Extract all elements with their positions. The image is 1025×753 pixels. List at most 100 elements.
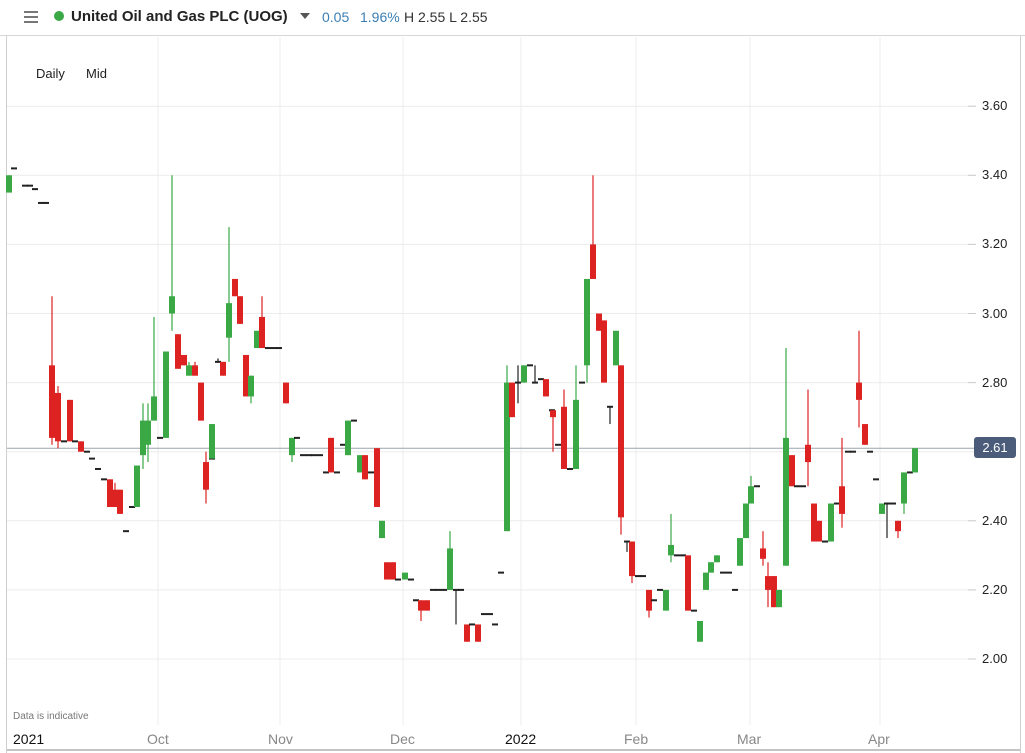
candle-body [248, 375, 254, 397]
candle-doji [481, 613, 487, 616]
candle-body [743, 503, 749, 539]
candle-doji [317, 454, 323, 457]
candle-doji [492, 623, 498, 626]
candle-doji [873, 478, 879, 481]
candle-doji [22, 184, 28, 187]
candle-doji [265, 347, 271, 350]
candle-doji [657, 588, 663, 591]
candle-doji [408, 578, 414, 581]
candle-doji [458, 588, 464, 591]
candle-body [475, 624, 481, 642]
candle-doji [726, 571, 732, 574]
candle-body [357, 455, 363, 473]
candle-body [839, 486, 845, 514]
candle-body [901, 472, 907, 504]
candle-doji [368, 471, 374, 474]
candle-doji [890, 502, 896, 505]
candle-body [737, 538, 743, 566]
candle-body [561, 406, 567, 469]
candle-doji [413, 599, 419, 602]
candle-doji [822, 540, 828, 543]
candle-body [646, 589, 652, 611]
instrument-dropdown-caret-icon[interactable] [300, 13, 310, 19]
candle-body [181, 354, 187, 366]
candle-body [226, 303, 232, 338]
x-axis-tick-label: Oct [147, 731, 169, 747]
candle-doji [311, 454, 317, 457]
interval-selector[interactable]: Daily [36, 66, 65, 81]
candle-doji [532, 381, 538, 384]
y-axis-tick-label: 2.00 [982, 651, 1008, 666]
candle-body [254, 330, 260, 349]
candle-doji [351, 419, 357, 422]
candle-doji [215, 360, 221, 363]
candle-doji [129, 505, 135, 508]
candle-doji [720, 571, 726, 574]
x-axis-tick-label: Dec [390, 731, 415, 747]
candle-body [601, 320, 607, 383]
candle-body [748, 486, 754, 504]
candle-body [186, 365, 192, 376]
chart-area[interactable] [6, 36, 1021, 753]
candle-doji [754, 485, 760, 488]
candle-body [590, 244, 596, 279]
candle-body [618, 365, 624, 518]
candle-doji [441, 588, 447, 591]
candle-doji [732, 588, 738, 591]
candle-doji [101, 478, 107, 481]
candle-body [543, 379, 549, 397]
candle-body [912, 448, 918, 473]
candle-doji [43, 201, 49, 204]
candle-body [259, 316, 265, 349]
candle-body [374, 448, 380, 507]
hamburger-menu-icon[interactable] [24, 11, 38, 23]
candle-body [521, 365, 527, 383]
candle-body [424, 600, 430, 611]
candle-body [862, 424, 868, 445]
price-type-selector[interactable]: Mid [86, 66, 107, 81]
candle-body [447, 548, 453, 590]
candle-doji [27, 184, 33, 187]
candle-body [117, 489, 123, 514]
market-status-dot-icon [54, 11, 64, 21]
candle-body [169, 296, 175, 314]
candle-body [237, 296, 243, 324]
candle-doji [334, 471, 340, 474]
candle-doji [884, 502, 890, 505]
candle-body [112, 489, 118, 507]
candle-doji [395, 578, 401, 581]
candle-doji [72, 440, 78, 443]
candle-body [504, 382, 510, 532]
candle-doji [527, 364, 533, 367]
candle-doji [567, 467, 573, 470]
y-axis-tick-label: 2.20 [982, 581, 1008, 597]
candle-doji [651, 599, 657, 602]
price-change: 0.05 [322, 9, 350, 25]
candle-doji [800, 485, 806, 488]
candle-doji [123, 530, 129, 533]
candle-body [49, 365, 55, 438]
data-indicative-note: Data is indicative [13, 711, 89, 722]
candle-doji [38, 201, 44, 204]
candle-body [220, 361, 226, 376]
candle-doji [674, 554, 680, 557]
y-axis-tick-label: 2.40 [982, 512, 1008, 528]
candle-body [151, 396, 157, 421]
candle-body [107, 479, 113, 507]
candle-body [192, 365, 198, 376]
candle-body [328, 437, 334, 473]
candle-doji [834, 502, 840, 505]
candle-body [584, 278, 590, 366]
candle-body [134, 465, 140, 507]
candle-body [418, 600, 424, 611]
x-axis-tick-label: 2021 [13, 731, 45, 747]
candle-body [175, 334, 181, 369]
candle-body [283, 382, 289, 404]
candle-body [789, 455, 795, 487]
candle-body [289, 437, 295, 456]
candle-body [668, 544, 674, 556]
candle-body [697, 620, 703, 642]
instrument-header: United Oil and Gas PLC (UOG) 0.05 1.96% … [0, 0, 1025, 36]
candle-body [629, 541, 635, 577]
